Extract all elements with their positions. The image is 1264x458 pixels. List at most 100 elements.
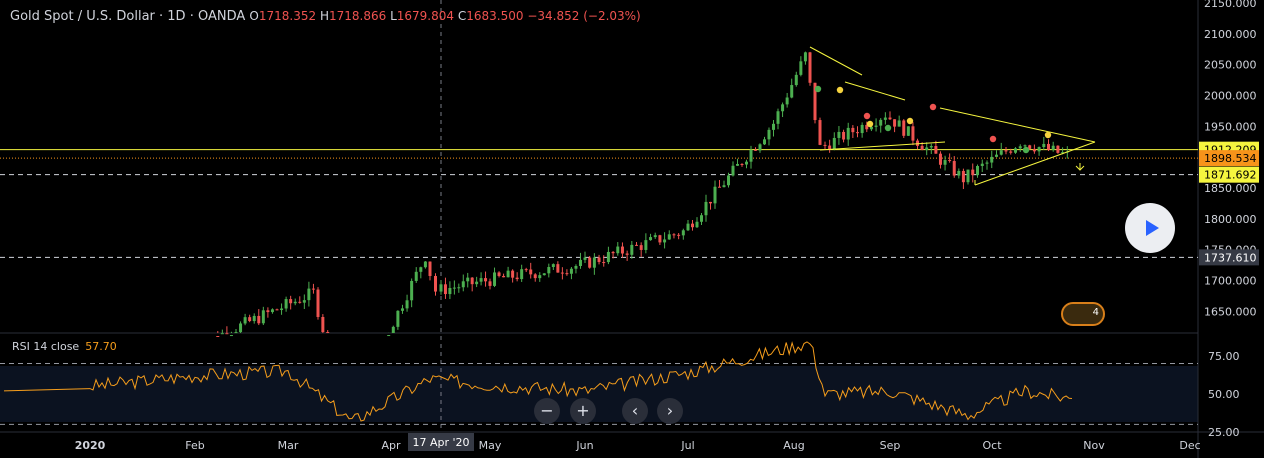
candle-body: [842, 131, 846, 140]
x-tick-label: Mar: [278, 439, 299, 452]
candle-body: [400, 308, 404, 311]
trendline-drawings: [809, 46, 1096, 186]
price-level-label: 1737.610: [1204, 251, 1257, 264]
candle-body: [257, 315, 261, 324]
candle-body: [966, 169, 970, 183]
candle-body: [1047, 143, 1050, 150]
candle-body: [749, 149, 753, 162]
y-tick-label: 1950.000: [1204, 120, 1257, 133]
price-level-box: [1199, 166, 1259, 183]
candle-body: [856, 132, 859, 134]
symbol-header: Gold Spot / U.S. Dollar · 1D · OANDA O17…: [10, 9, 641, 24]
scroll-left-button[interactable]: ‹: [622, 398, 648, 424]
candle-body: [639, 245, 643, 250]
candle-body: [533, 274, 537, 279]
candle-body: [776, 111, 780, 124]
scroll-right-button[interactable]: ›: [657, 398, 683, 424]
x-tick-label: Dec: [1179, 439, 1200, 452]
axes: 1650.0001700.0001750.0001800.0001850.000…: [75, 0, 1259, 452]
y-tick-label: 2050.000: [1204, 59, 1257, 72]
candle-body: [990, 156, 994, 163]
candle-body: [470, 277, 474, 285]
candle-body: [952, 161, 956, 176]
candle-body: [1037, 147, 1041, 152]
x-tick-label: Feb: [185, 439, 204, 452]
candle-body: [630, 244, 634, 255]
candle-body: [606, 251, 610, 263]
candle-body: [391, 326, 395, 333]
high-label: H: [319, 9, 329, 23]
candle-body: [823, 144, 827, 146]
candle-body: [938, 153, 942, 165]
x-tick-label: Apr: [381, 439, 401, 452]
zoom-out-button[interactable]: −: [534, 398, 560, 424]
candle-body: [934, 146, 938, 154]
candle-body: [790, 85, 794, 98]
symbol-title: Gold Spot / U.S. Dollar · 1D · OANDA: [10, 9, 246, 24]
candle-body: [961, 170, 965, 183]
candle-body: [475, 281, 479, 285]
candle-body: [261, 310, 265, 324]
candle-body: [649, 237, 653, 241]
candle-body: [488, 281, 492, 286]
price-level-label: 1871.692: [1204, 169, 1257, 182]
low-label: L: [390, 9, 397, 23]
earnings-badge: 4: [1092, 307, 1099, 318]
candle-body: [740, 163, 744, 165]
candle-body: [569, 268, 573, 274]
y-tick-label: 1650.000: [1204, 305, 1257, 318]
candle-body: [602, 262, 606, 264]
candle-body: [511, 270, 515, 278]
rsi-pane: [0, 341, 1198, 425]
candle-body: [893, 119, 897, 127]
candle-body: [611, 251, 615, 254]
candle-body: [897, 120, 901, 127]
candle-body: [948, 160, 952, 162]
candle-body: [985, 162, 989, 164]
candle-body: [704, 201, 708, 216]
candle-body: [289, 299, 293, 304]
close-value: 1683.500: [466, 9, 524, 23]
y-tick-label: 2000.000: [1204, 90, 1257, 103]
candle-body: [293, 301, 297, 304]
candle-body: [916, 140, 920, 146]
candle-body: [883, 117, 887, 120]
candle-body: [999, 150, 1003, 155]
candle-body: [808, 52, 812, 83]
candle-body: [326, 332, 330, 334]
candle-body: [658, 235, 662, 243]
candle-body: [625, 253, 629, 255]
candle-body: [266, 310, 270, 313]
low-value: 1679.804: [396, 9, 455, 23]
candle-body: [828, 145, 832, 150]
candle-body: [497, 272, 501, 276]
candle-body: [644, 240, 648, 250]
x-tick-label: Nov: [1083, 439, 1105, 452]
candle-body: [583, 257, 587, 260]
candle-body: [718, 186, 721, 188]
candle-body: [772, 123, 775, 130]
earnings-flag-icon[interactable]: 4: [1061, 302, 1105, 326]
price-level-box: [1199, 150, 1259, 167]
y-tick-label: 1700.000: [1204, 275, 1257, 288]
candle-body: [709, 201, 712, 204]
candle-body: [515, 277, 519, 280]
candle-body: [239, 323, 243, 333]
candle-body: [252, 315, 256, 322]
candle-body: [767, 129, 771, 140]
candle-body: [225, 333, 229, 335]
candle-body: [1061, 152, 1065, 154]
candle-body: [270, 309, 274, 313]
trendline: [974, 141, 1096, 186]
play-button[interactable]: [1125, 203, 1175, 253]
zoom-in-button[interactable]: +: [570, 398, 596, 424]
signal-dot: [929, 103, 937, 111]
candle-body: [653, 235, 657, 238]
candle-body: [691, 223, 694, 228]
candle-body: [727, 175, 730, 186]
candle-body: [663, 239, 667, 243]
y-tick-label: 1850.000: [1204, 182, 1257, 195]
candle-body: [865, 124, 869, 130]
candle-body: [813, 82, 817, 121]
